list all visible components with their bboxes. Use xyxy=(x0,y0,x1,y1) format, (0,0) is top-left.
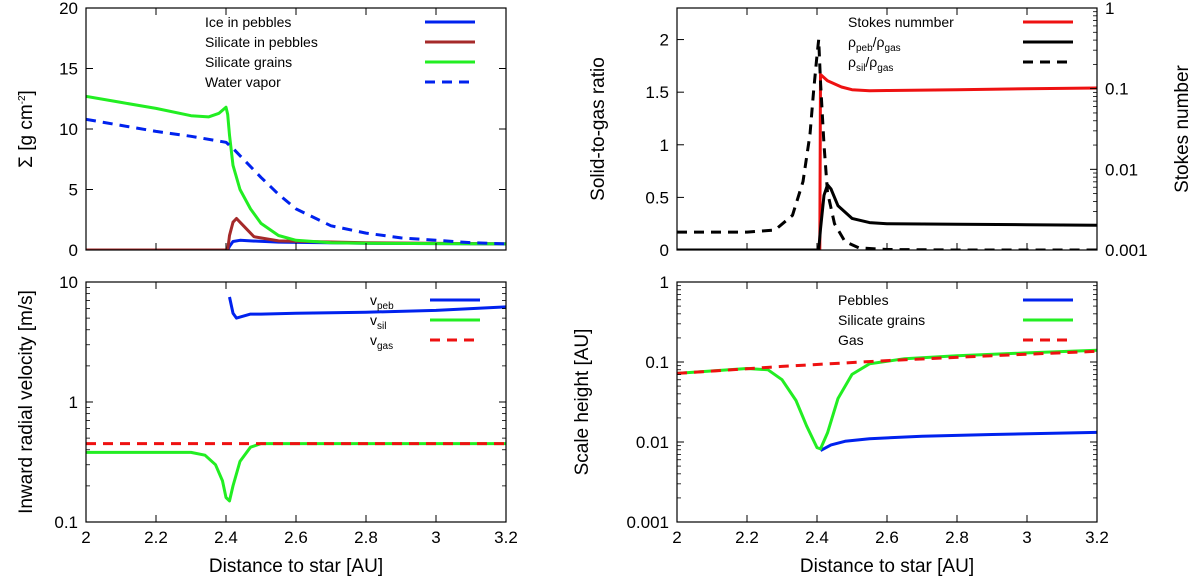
y-axis-label: Inward radial velocity [m/s] xyxy=(16,290,37,514)
x-tick-label: 2.4 xyxy=(805,528,829,547)
chart-p2: 0 0.5 1 1.5 2 0.001 0.01 0.1 1 Stokes number Solid… xyxy=(588,0,1193,260)
legend-label: Gas xyxy=(838,332,864,348)
x-axis-label: Distance to star [AU] xyxy=(800,556,974,577)
legend-label: Silicate in pebbles xyxy=(205,34,318,50)
legend: Pebbles Silicate grains Gas xyxy=(838,292,1073,348)
x-tick-label: 2.8 xyxy=(354,528,378,547)
legend-label: Ice in pebbles xyxy=(205,14,291,30)
y-axis-label: Scale height [AU] xyxy=(572,329,593,476)
y-tick-label: 0.5 xyxy=(645,188,669,207)
y-tick-label: 2 xyxy=(660,31,669,50)
legend-label: ρpeb/ρgas xyxy=(848,34,901,54)
y-right-tick-label: 0.01 xyxy=(1105,160,1138,179)
y-tick-label: 1.5 xyxy=(645,83,669,102)
series-line-3-1 xyxy=(677,348,1097,451)
y-tick-label: 0.1 xyxy=(54,513,78,532)
series-line-1-0 xyxy=(818,73,1097,250)
series-line-0-2 xyxy=(86,94,506,246)
legend-label: Pebbles xyxy=(838,292,889,308)
y-right-tick-label: 1 xyxy=(1105,0,1114,18)
y-tick-label: 5 xyxy=(69,181,78,200)
series-line-3-0 xyxy=(819,430,1097,452)
plot-area xyxy=(86,94,506,250)
legend-label: vpeb xyxy=(370,292,394,312)
y-tick-label: 1 xyxy=(660,273,669,292)
x-tick-label: 2.2 xyxy=(144,528,168,547)
x-tick-label: 3.2 xyxy=(1085,528,1109,547)
chart-p1: 0 5 10 15 20 Σ [g cm-2] Ice in pebbles Silicate… xyxy=(16,0,507,260)
x-tick-label: 2.8 xyxy=(945,528,969,547)
plot-area xyxy=(86,296,506,503)
y-tick-label: 15 xyxy=(59,60,78,79)
plot-area xyxy=(677,348,1097,452)
y-tick-label: 1 xyxy=(660,136,669,155)
y-axis-label: Solid-to-gas ratio xyxy=(588,57,609,201)
y-right-tick-label: 0.1 xyxy=(1105,80,1129,99)
y-tick-label: 0.1 xyxy=(645,353,669,372)
x-tick-label: 2.6 xyxy=(875,528,899,547)
legend-label: vgas xyxy=(370,332,393,352)
y-axis-label: Σ [g cm-2] xyxy=(16,90,37,168)
series-line-1-1 xyxy=(677,183,1097,250)
y-tick-label: 0.001 xyxy=(626,513,669,532)
legend-label: Stokes nummber xyxy=(848,14,954,30)
legend-label: vsil xyxy=(370,312,386,332)
x-tick-label: 2.6 xyxy=(284,528,308,547)
plot-area xyxy=(677,38,1097,250)
legend-label: Silicate grains xyxy=(205,54,292,70)
y-tick-label: 0 xyxy=(660,241,669,260)
y-tick-label: 0.01 xyxy=(636,433,669,452)
y-right-tick-label: 0.001 xyxy=(1105,241,1148,260)
y-tick-label: 0 xyxy=(69,241,78,260)
plot-frame xyxy=(85,281,507,523)
x-tick-label: 2 xyxy=(81,528,90,547)
legend: Ice in pebbles Silicate in pebbles Silicat… xyxy=(205,14,475,90)
x-tick-label: 3.2 xyxy=(494,528,518,547)
series-line-2-1 xyxy=(86,442,506,503)
chart-p3: 2 2.2 2.4 2.6 2.8 3 3.2 0.1 1 10 Inward radial vel… xyxy=(16,273,518,577)
x-axis-label: Distance to star [AU] xyxy=(209,556,383,577)
series-line-3-2 xyxy=(677,349,1097,375)
legend-label: Silicate grains xyxy=(838,312,925,328)
x-tick-label: 2 xyxy=(672,528,681,547)
y-tick-label: 10 xyxy=(59,273,78,292)
series-line-0-3 xyxy=(86,117,506,246)
series-line-2-0 xyxy=(228,296,506,320)
y-axis-right-label: Stokes number xyxy=(1172,64,1193,192)
x-tick-label: 2.4 xyxy=(214,528,238,547)
y-tick-label: 10 xyxy=(59,120,78,139)
x-tick-label: 3 xyxy=(1022,528,1031,547)
chart-p4: 2 2.2 2.4 2.6 2.8 3 3.2 0.001 0.01 0.1 1 Scale heig… xyxy=(572,273,1109,577)
x-tick-label: 3 xyxy=(431,528,440,547)
x-tick-label: 2.2 xyxy=(735,528,759,547)
y-tick-label: 1 xyxy=(69,393,78,412)
y-tick-label: 20 xyxy=(59,0,78,18)
legend-label: Water vapor xyxy=(205,74,281,90)
legend-label: ρsil/ρgas xyxy=(848,54,893,74)
